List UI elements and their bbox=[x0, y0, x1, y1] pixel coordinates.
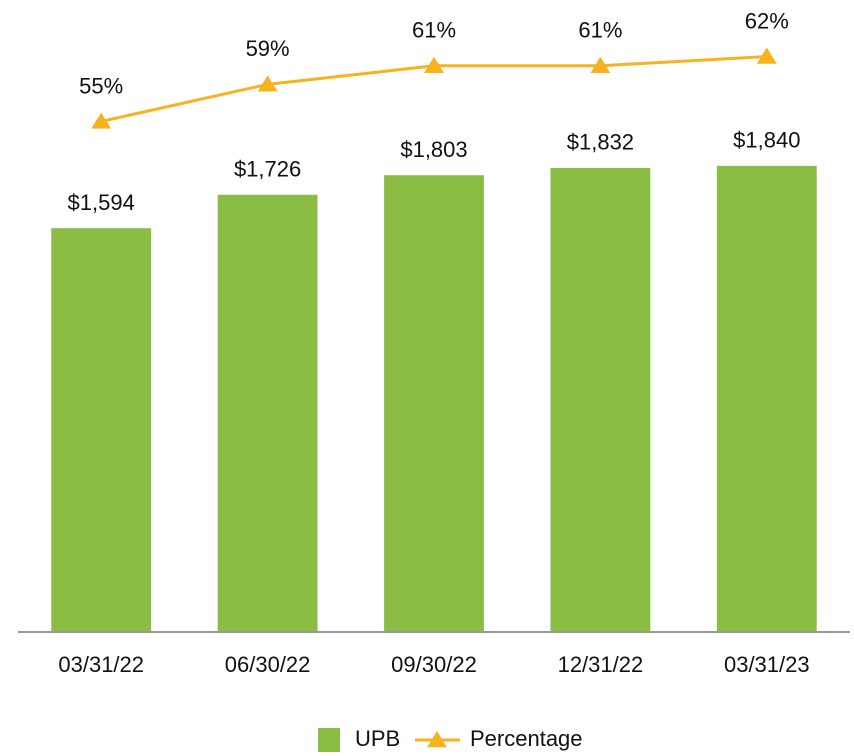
line-marker bbox=[257, 75, 278, 92]
line-marker bbox=[424, 56, 444, 73]
bar-value-label: $1,726 bbox=[234, 157, 301, 182]
x-tick-label: 03/31/22 bbox=[58, 652, 144, 677]
bar bbox=[550, 167, 651, 633]
x-tick-label: 06/30/22 bbox=[225, 652, 311, 677]
legend-label: Percentage bbox=[470, 726, 583, 751]
bar-value-label: $1,594 bbox=[68, 190, 135, 215]
bar bbox=[51, 228, 152, 633]
bar bbox=[716, 165, 817, 632]
line-marker bbox=[91, 112, 112, 129]
line-value-label: 61% bbox=[578, 18, 622, 43]
bar-value-label: $1,803 bbox=[400, 137, 467, 162]
bar bbox=[217, 194, 318, 632]
bar-value-label: $1,832 bbox=[567, 130, 634, 155]
line-marker bbox=[590, 56, 611, 73]
x-tick-label: 12/31/22 bbox=[558, 652, 644, 677]
x-tick-label: 03/31/23 bbox=[724, 652, 810, 677]
line-value-label: 59% bbox=[246, 36, 290, 61]
legend-marker bbox=[427, 731, 447, 748]
line-value-label: 62% bbox=[745, 8, 789, 33]
bar bbox=[384, 175, 484, 633]
line-value-label: 55% bbox=[79, 73, 123, 98]
bar-value-label: $1,840 bbox=[733, 128, 800, 153]
legend-swatch bbox=[318, 728, 340, 752]
line-value-label: 61% bbox=[412, 18, 456, 43]
line-marker bbox=[756, 47, 777, 64]
legend-label: UPB bbox=[355, 726, 400, 751]
x-tick-label: 09/30/22 bbox=[391, 652, 477, 677]
